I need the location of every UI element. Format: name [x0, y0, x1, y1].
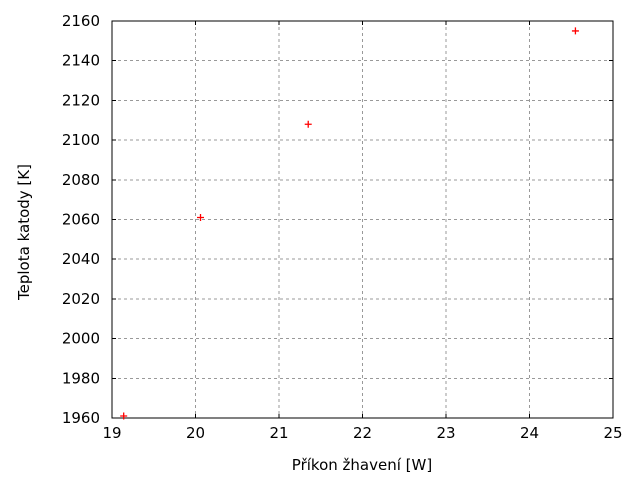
y-tick-label: 2040 — [62, 250, 100, 268]
x-tick-label: 19 — [102, 424, 121, 442]
x-tick-label: 22 — [353, 424, 372, 442]
y-tick-label: 2120 — [62, 91, 100, 109]
x-tick-label: 23 — [436, 424, 455, 442]
data-point-marker — [197, 214, 205, 222]
data-point-marker — [304, 120, 312, 128]
x-tick-label: 25 — [603, 424, 622, 442]
y-tick-label: 2080 — [62, 171, 100, 189]
x-tick-label: 21 — [269, 424, 288, 442]
x-tick-label: 24 — [520, 424, 539, 442]
y-tick-label: 1980 — [62, 369, 100, 387]
y-tick-label: 2020 — [62, 290, 100, 308]
y-tick-label: 2100 — [62, 131, 100, 149]
data-point-marker — [571, 27, 579, 35]
y-tick-label: 2060 — [62, 211, 100, 229]
y-tick-label: 2160 — [62, 12, 100, 30]
y-tick-label: 2140 — [62, 52, 100, 70]
y-tick-label: 2000 — [62, 330, 100, 348]
data-point-marker — [120, 412, 128, 420]
x-axis-label: Příkon žhavení [W] — [291, 456, 433, 474]
x-tick-label: 20 — [186, 424, 205, 442]
y-axis-label: Teplota katody [K] — [15, 164, 33, 300]
y-tick-label: 1960 — [62, 409, 100, 427]
